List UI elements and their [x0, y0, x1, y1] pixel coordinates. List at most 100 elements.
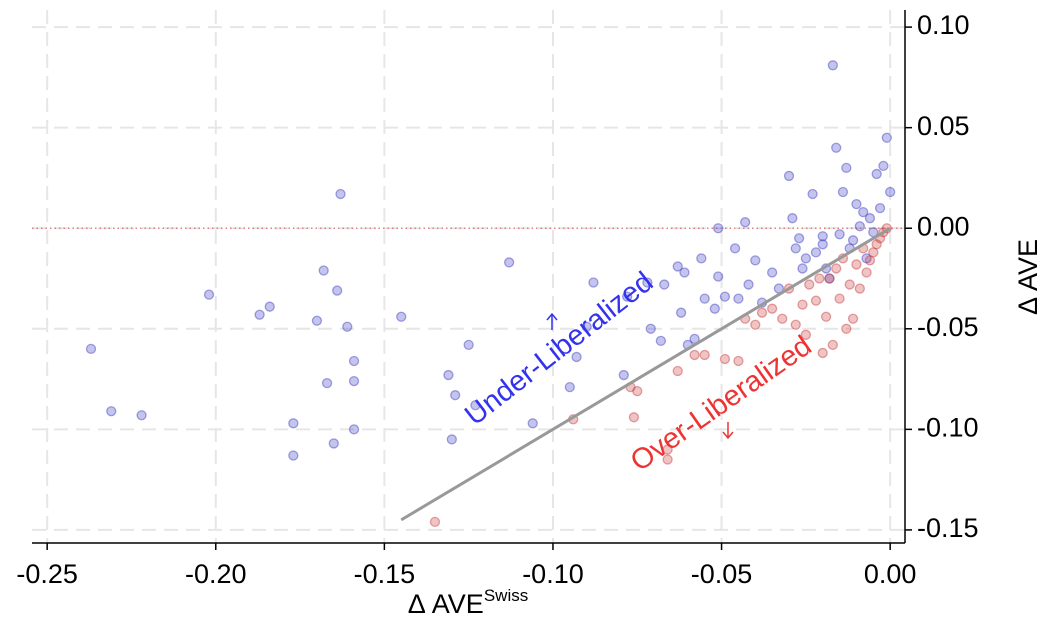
annotation-arrow — [546, 312, 558, 330]
point — [719, 291, 731, 302]
point — [827, 60, 838, 71]
point — [851, 198, 862, 210]
point — [571, 351, 582, 363]
point — [824, 273, 835, 284]
point — [864, 255, 876, 266]
point — [874, 202, 886, 214]
point — [847, 313, 859, 324]
point — [662, 454, 673, 465]
point — [743, 279, 754, 290]
point — [817, 231, 828, 242]
x-axis-label-main: Δ AVE — [408, 589, 484, 619]
point — [655, 335, 667, 347]
x-axis-label: Δ AVESwiss — [408, 586, 528, 619]
point — [834, 293, 845, 304]
point — [662, 444, 673, 455]
point — [804, 279, 815, 290]
point — [871, 239, 882, 250]
point — [659, 279, 670, 290]
point — [463, 339, 474, 351]
point — [831, 263, 842, 274]
point — [699, 349, 710, 361]
point — [628, 412, 640, 423]
point — [814, 273, 825, 284]
reference-line — [400, 226, 891, 522]
point — [793, 233, 805, 244]
point — [645, 323, 656, 334]
point — [719, 353, 731, 365]
point — [750, 255, 761, 266]
y-tick-label: -0.05 — [917, 312, 979, 342]
point — [332, 285, 343, 296]
y-tick-label: -0.10 — [917, 412, 979, 442]
y-tick-label: 0.00 — [917, 211, 970, 241]
point — [696, 253, 707, 264]
point — [672, 261, 683, 272]
point — [622, 291, 633, 302]
point — [733, 293, 744, 304]
point — [348, 355, 360, 367]
point — [443, 369, 454, 381]
point — [588, 277, 599, 288]
point — [810, 247, 822, 258]
point — [750, 319, 761, 330]
point — [311, 315, 323, 326]
point — [858, 206, 869, 218]
point — [396, 311, 407, 322]
point — [834, 229, 845, 240]
annotation-arrow — [722, 422, 734, 440]
annotation: Under-Liberalized — [459, 266, 659, 432]
point — [503, 257, 515, 268]
point — [854, 283, 865, 294]
x-tick-label: -0.15 — [354, 559, 416, 589]
point — [740, 217, 751, 228]
point — [800, 329, 812, 340]
point — [689, 349, 700, 361]
x-tick-label: -0.05 — [691, 559, 753, 589]
point — [787, 213, 798, 224]
point — [841, 162, 852, 174]
point — [288, 418, 299, 429]
point — [733, 355, 744, 367]
point — [709, 303, 720, 314]
x-tick-label: -0.25 — [16, 559, 78, 589]
point — [847, 235, 859, 246]
point — [871, 168, 882, 180]
point — [861, 267, 872, 278]
point — [881, 132, 892, 143]
x-tick-label: -0.10 — [522, 559, 584, 589]
point — [203, 289, 215, 300]
point — [699, 293, 710, 304]
point — [348, 375, 360, 387]
point — [797, 263, 808, 274]
point — [581, 321, 592, 332]
point — [675, 307, 687, 318]
point — [861, 253, 872, 264]
point — [85, 343, 97, 355]
point — [864, 213, 876, 224]
point — [450, 390, 461, 401]
point — [854, 221, 865, 232]
point — [885, 186, 896, 198]
point — [810, 295, 822, 306]
point — [824, 273, 835, 284]
point — [807, 188, 818, 200]
point — [841, 323, 852, 334]
point — [844, 279, 855, 290]
point — [321, 377, 333, 389]
point — [831, 142, 842, 153]
point — [817, 239, 828, 250]
point — [790, 319, 801, 330]
point — [878, 160, 889, 172]
point — [790, 243, 801, 254]
point — [800, 253, 812, 264]
x-tick-label: -0.20 — [185, 559, 247, 589]
point — [672, 365, 683, 377]
point — [766, 267, 778, 278]
point — [632, 385, 643, 397]
x-tick-label: 0.00 — [864, 559, 917, 589]
point — [254, 309, 265, 320]
point — [820, 311, 832, 322]
point — [527, 418, 538, 429]
